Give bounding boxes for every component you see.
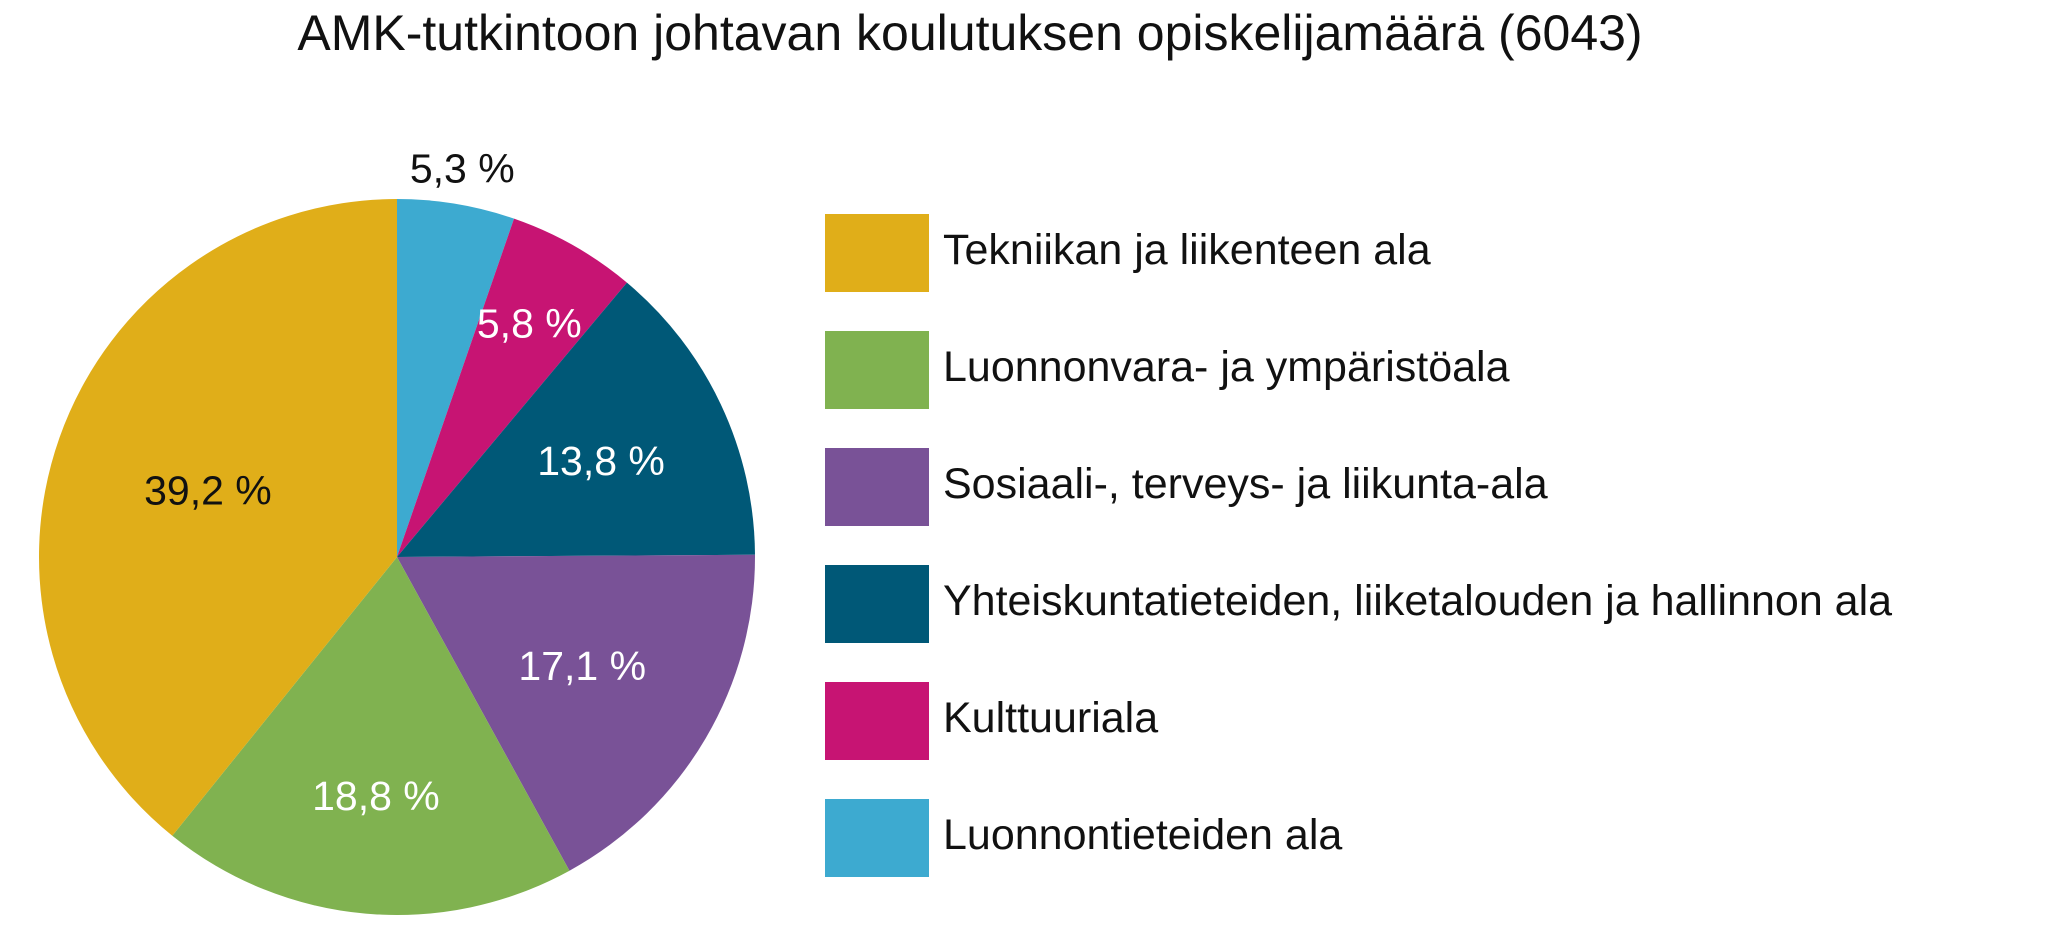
legend-swatch (825, 565, 929, 643)
legend-label: Sosiaali-, terveys- ja liikunta-ala (943, 460, 1548, 508)
slice-label: 18,8 % (312, 773, 440, 819)
pie-slice (397, 554, 755, 871)
legend-swatch (825, 682, 929, 760)
legend-swatch (825, 331, 929, 409)
legend-swatch (825, 214, 929, 292)
legend-label: Luonnonvara- ja ympäristöala (943, 343, 1510, 391)
pie-slice (172, 557, 570, 915)
pie-slice (39, 198, 398, 836)
pie-chart: 5,3 % 5,8 % 13,8 % 17,1 % 18,8 % 39,2 % (39, 146, 755, 915)
slice-label: 13,8 % (537, 438, 665, 484)
slice-label: 5,8 % (477, 300, 582, 346)
legend-swatch (825, 448, 929, 526)
pie-slice (397, 218, 627, 557)
legend-label: Tekniikan ja liikenteen ala (943, 226, 1431, 274)
legend-label: Kulttuuriala (943, 694, 1159, 742)
pie-slice (397, 282, 755, 557)
slice-label: 17,1 % (518, 643, 646, 689)
legend-label: Luonnontieteiden ala (943, 811, 1343, 859)
chart-title: AMK-tutkintoon johtavan koulutuksen opis… (297, 5, 1643, 61)
slice-label: 39,2 % (144, 467, 272, 513)
slice-label: 5,3 % (410, 146, 515, 192)
legend-swatch (825, 799, 929, 877)
legend-label: Yhteiskuntatieteiden, liiketalouden ja h… (943, 577, 1893, 625)
pie-slice (397, 199, 515, 557)
